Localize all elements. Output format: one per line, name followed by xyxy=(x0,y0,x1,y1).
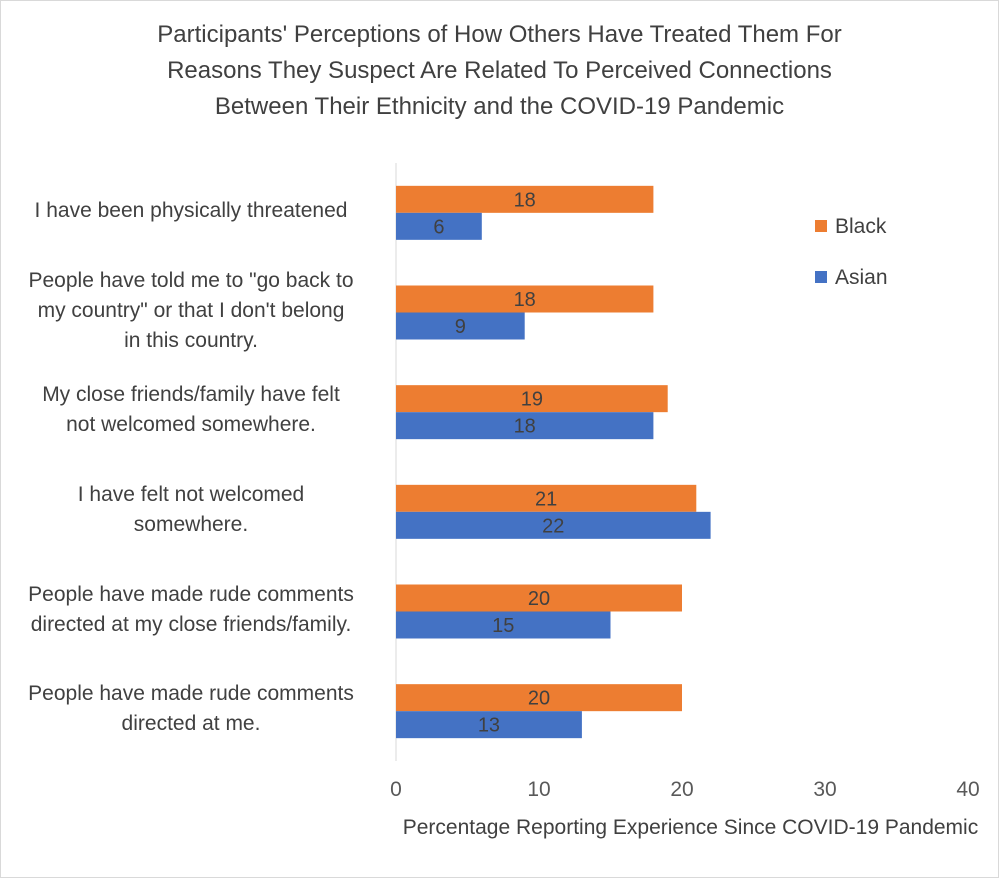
data-label-asian: 18 xyxy=(514,416,536,438)
category-label-line: People have made rude comments xyxy=(28,682,354,706)
x-tick-label: 20 xyxy=(670,778,693,801)
category-label-line: People have told me to "go back to xyxy=(28,268,354,292)
bar-asian xyxy=(396,412,654,440)
category-label-line: not welcomed somewhere. xyxy=(66,413,316,437)
data-label-asian: 22 xyxy=(542,515,564,537)
category-label-line: my country" or that I don't belong xyxy=(37,298,345,322)
data-label-black: 18 xyxy=(514,189,536,211)
data-label-black: 18 xyxy=(514,289,536,311)
category-label-line: directed at my close friends/family. xyxy=(30,612,352,636)
category-label: I have been physically threatened xyxy=(1,196,381,226)
legend-item-asian: Asian xyxy=(815,266,888,290)
legend-swatch xyxy=(815,271,827,283)
category-label-line: People have made rude comments xyxy=(28,582,354,606)
data-label-asian: 15 xyxy=(492,615,514,637)
category-label-line: somewhere. xyxy=(133,512,249,536)
x-tick-label: 10 xyxy=(527,778,550,801)
bar-asian xyxy=(396,711,582,739)
data-label-black: 20 xyxy=(528,688,550,710)
category-label-line: in this country. xyxy=(124,328,258,352)
data-label-black: 21 xyxy=(535,488,557,510)
chart-title-line-3: Between Their Ethnicity and the COVID-19… xyxy=(214,93,785,120)
data-label-asian: 13 xyxy=(478,715,500,737)
bar-asian xyxy=(396,212,482,240)
legend-label: Asian xyxy=(835,266,888,289)
chart-title-line-2: Reasons They Suspect Are Related To Perc… xyxy=(167,57,832,84)
bar-asian xyxy=(396,511,711,539)
category-label-line: I have been physically threatened xyxy=(34,198,348,222)
legend-item-black: Black xyxy=(815,215,886,239)
category-label-line: My close friends/family have felt xyxy=(42,383,340,407)
category-label-line: I have felt not welcomed xyxy=(77,482,305,506)
category-label: People have made rude comments directed a… xyxy=(1,580,381,640)
bar-black xyxy=(396,484,697,512)
chart-title-line-1: Participants' Perceptions of How Others … xyxy=(157,21,842,48)
bar-black xyxy=(396,385,668,413)
bar-black xyxy=(396,584,682,612)
data-label-asian: 9 xyxy=(455,316,466,338)
legend-swatch xyxy=(815,220,827,232)
bar-black xyxy=(396,684,682,712)
data-label-black: 20 xyxy=(528,588,550,610)
x-axis-title: Percentage Reporting Experience Since CO… xyxy=(402,816,979,839)
x-tick-label: 30 xyxy=(813,778,836,801)
bar-asian xyxy=(396,611,611,639)
legend-label: Black xyxy=(835,215,887,238)
x-tick-label: 0 xyxy=(390,778,402,801)
x-tick-label: 40 xyxy=(956,778,979,801)
bar-asian xyxy=(396,312,525,340)
category-label: People have made rude comments directed a… xyxy=(1,679,381,739)
category-label: My close friends/family have felt not wel… xyxy=(1,380,381,440)
category-label-line: directed at me. xyxy=(121,712,261,736)
data-label-black: 19 xyxy=(521,389,543,411)
bar-black xyxy=(396,285,654,313)
bar-black xyxy=(396,185,654,213)
category-label: People have told me to "go back to my cou… xyxy=(1,266,381,356)
data-label-asian: 6 xyxy=(433,216,444,238)
category-label: I have felt not welcomed somewhere. xyxy=(1,480,381,540)
